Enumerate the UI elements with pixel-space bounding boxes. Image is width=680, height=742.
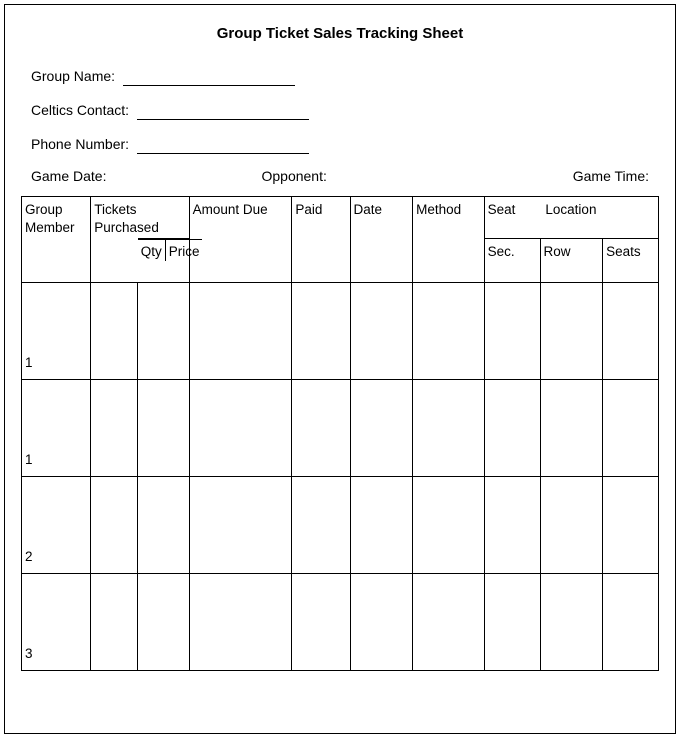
- cell-price[interactable]: [138, 380, 189, 477]
- cell-member[interactable]: 2: [22, 477, 91, 574]
- cell-seats[interactable]: [603, 380, 659, 477]
- game-info-row: Game Date: Opponent: Game Time:: [5, 168, 675, 184]
- cell-row[interactable]: [540, 574, 603, 671]
- col-paid: Paid: [292, 197, 350, 283]
- cell-qty[interactable]: [91, 283, 138, 380]
- col-sec: Sec.: [484, 239, 540, 283]
- cell-method[interactable]: [413, 283, 485, 380]
- cell-date[interactable]: [350, 574, 413, 671]
- col-date: Date: [350, 197, 413, 283]
- table-header-row-1: Group Member Tickets Purchased Amount Du…: [22, 197, 659, 239]
- col-seat-text: Seat: [488, 202, 516, 217]
- cell-sec[interactable]: [484, 283, 540, 380]
- contact-input-line[interactable]: [137, 106, 309, 120]
- col-amount-due: Amount Due: [189, 197, 292, 283]
- field-contact: Celtics Contact:: [5, 100, 675, 120]
- table-row: 1: [22, 380, 659, 477]
- page-title: Group Ticket Sales Tracking Sheet: [5, 25, 675, 42]
- cell-paid[interactable]: [292, 380, 350, 477]
- cell-price[interactable]: [138, 477, 189, 574]
- col-method: Method: [413, 197, 485, 283]
- cell-sec[interactable]: [484, 477, 540, 574]
- cell-seats[interactable]: [603, 283, 659, 380]
- cell-amount-due[interactable]: [189, 283, 292, 380]
- tracking-table: Group Member Tickets Purchased Amount Du…: [21, 196, 659, 671]
- table-row: 1: [22, 283, 659, 380]
- cell-paid[interactable]: [292, 477, 350, 574]
- field-phone: Phone Number:: [5, 134, 675, 154]
- col-tickets-purchased: Tickets Purchased: [91, 197, 189, 239]
- col-group-member: Group Member: [22, 197, 91, 283]
- cell-member[interactable]: 3: [22, 574, 91, 671]
- phone-input-line[interactable]: [137, 140, 309, 154]
- col-price: Price: [166, 239, 203, 261]
- cell-method[interactable]: [413, 477, 485, 574]
- cell-date[interactable]: [350, 380, 413, 477]
- cell-sec[interactable]: [484, 574, 540, 671]
- cell-member[interactable]: 1: [22, 380, 91, 477]
- col-subhead-wrap: Qty Price: [138, 239, 189, 283]
- cell-row[interactable]: [540, 380, 603, 477]
- cell-method[interactable]: [413, 574, 485, 671]
- cell-date[interactable]: [350, 477, 413, 574]
- col-seats: Seats: [603, 239, 659, 283]
- col-seat-location: Seat Location: [484, 197, 658, 239]
- cell-row[interactable]: [540, 477, 603, 574]
- cell-paid[interactable]: [292, 283, 350, 380]
- document-page: Group Ticket Sales Tracking Sheet Group …: [4, 4, 676, 734]
- field-group-name: Group Name:: [5, 66, 675, 86]
- tracking-table-wrap: Group Member Tickets Purchased Amount Du…: [21, 196, 659, 671]
- cell-amount-due[interactable]: [189, 477, 292, 574]
- phone-label: Phone Number:: [31, 134, 129, 154]
- game-time-label: Game Time:: [327, 168, 649, 184]
- game-date-label: Game Date:: [31, 168, 106, 184]
- group-name-input-line[interactable]: [123, 72, 295, 86]
- cell-qty[interactable]: [91, 574, 138, 671]
- col-spacer: [91, 239, 138, 283]
- cell-amount-due[interactable]: [189, 574, 292, 671]
- cell-qty[interactable]: [91, 380, 138, 477]
- col-location-text: Location: [545, 202, 596, 217]
- col-row: Row: [540, 239, 603, 283]
- cell-seats[interactable]: [603, 477, 659, 574]
- cell-price[interactable]: [138, 574, 189, 671]
- table-row: 2: [22, 477, 659, 574]
- col-qty: Qty: [138, 239, 166, 261]
- cell-date[interactable]: [350, 283, 413, 380]
- cell-member[interactable]: 1: [22, 283, 91, 380]
- cell-seats[interactable]: [603, 574, 659, 671]
- cell-qty[interactable]: [91, 477, 138, 574]
- cell-amount-due[interactable]: [189, 380, 292, 477]
- table-row: 3: [22, 574, 659, 671]
- cell-row[interactable]: [540, 283, 603, 380]
- cell-sec[interactable]: [484, 380, 540, 477]
- opponent-label: Opponent:: [261, 168, 326, 184]
- cell-method[interactable]: [413, 380, 485, 477]
- cell-price[interactable]: [138, 283, 189, 380]
- contact-label: Celtics Contact:: [31, 100, 129, 120]
- cell-paid[interactable]: [292, 574, 350, 671]
- group-name-label: Group Name:: [31, 66, 115, 86]
